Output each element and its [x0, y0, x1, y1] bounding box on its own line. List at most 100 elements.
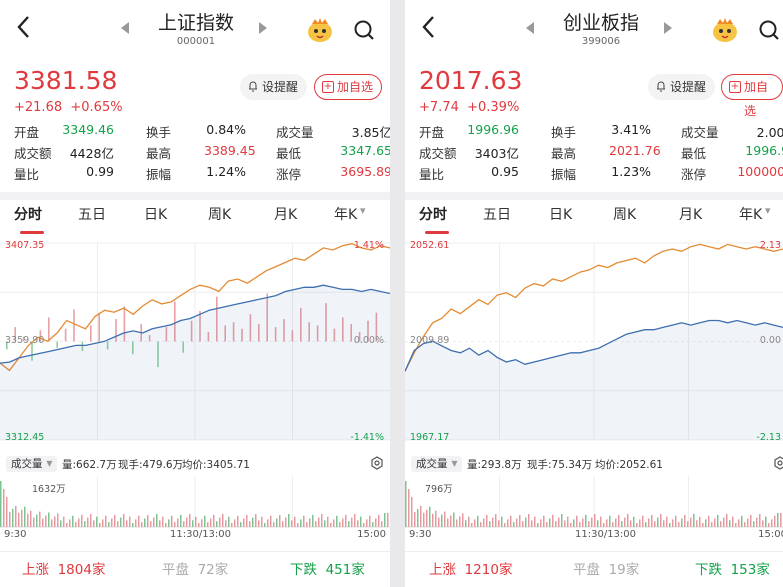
volume-bar: [282, 521, 284, 527]
sentiment-bar-up: [190, 320, 193, 342]
period-tabs: 分时 五日 日K 周K 月K 年K ▾: [0, 204, 390, 230]
stat-label: 成交额: [419, 146, 457, 161]
volume-bar: [63, 516, 65, 527]
prev-index-icon[interactable]: [526, 22, 534, 34]
stat-value: 0.99: [86, 164, 114, 179]
volume-bar: [201, 519, 203, 527]
tab-1[interactable]: 五日: [78, 207, 106, 223]
volume-bar: [483, 518, 485, 527]
volume-bar-header: 成交量 ▼ 量:293.8万 现手:75.34万 均价:2052.61: [405, 454, 783, 474]
divider: [0, 192, 390, 200]
stat-value: 2.00亿: [756, 125, 783, 140]
gear-icon[interactable]: [773, 456, 783, 470]
sentiment-bar-down: [6, 341, 8, 350]
back-icon[interactable]: [14, 14, 38, 44]
volume-bar: [618, 514, 620, 527]
volume-bar: [435, 510, 437, 527]
mascot-icon[interactable]: [306, 17, 334, 43]
volume-selector[interactable]: 成交量 ▼: [6, 456, 57, 472]
tab-3[interactable]: 周K: [208, 207, 232, 223]
volume-selector[interactable]: 成交量 ▼: [411, 456, 462, 472]
volume-bar: [774, 515, 776, 527]
volume-bar: [252, 517, 254, 527]
stat-value: 3.85亿: [351, 125, 390, 140]
volume-bar: [351, 517, 353, 527]
axis-mid-price: 2009.89: [410, 335, 450, 346]
volume-bar: [276, 518, 278, 527]
stat-value: 1.23%: [611, 164, 651, 179]
prev-index-icon[interactable]: [121, 22, 129, 34]
volume-bar: [414, 511, 416, 527]
volume-bar: [255, 514, 257, 527]
volume-bar: [519, 514, 521, 527]
intraday-chart[interactable]: [0, 235, 390, 450]
axis-top-percent: 1.41%: [353, 240, 384, 251]
tab-0[interactable]: 分时: [419, 207, 447, 223]
volume-bar: [150, 521, 152, 527]
tab-4[interactable]: 月K: [274, 207, 298, 223]
volume-avg-price: 均价:3405.71: [182, 459, 250, 471]
volume-bar: [684, 514, 686, 527]
volume-bar: [501, 516, 503, 527]
gear-icon[interactable]: [370, 456, 384, 470]
volume-bar: [309, 518, 311, 527]
tab-2[interactable]: 日K: [549, 207, 573, 223]
axis-top-percent: 2.13: [759, 240, 781, 251]
volume-bar: [726, 514, 728, 527]
sentiment-bar-down: [81, 341, 84, 352]
volume-bar: [39, 511, 41, 527]
tab-1[interactable]: 五日: [483, 207, 511, 223]
volume-bar: [735, 523, 737, 527]
search-icon[interactable]: [352, 18, 376, 42]
intraday-chart[interactable]: [405, 235, 783, 450]
volume-bar: [360, 516, 362, 527]
sentiment-bar-up: [333, 328, 336, 342]
next-index-icon[interactable]: [664, 22, 672, 34]
volume-bar: [147, 514, 149, 527]
tab-3[interactable]: 周K: [613, 207, 637, 223]
volume-bar: [732, 516, 734, 527]
sentiment-bar-up: [224, 325, 226, 342]
stat-label: 最低: [681, 146, 707, 161]
sentiment-bar-up: [216, 296, 218, 342]
breadth-flat: 平盘 19家: [573, 558, 639, 578]
volume-bar: [165, 523, 167, 527]
volume-bar: [765, 516, 767, 527]
set-reminder-button[interactable]: 设提醒: [648, 74, 716, 100]
sentiment-bar-up: [249, 314, 252, 342]
volume-bar: [741, 515, 743, 527]
search-icon[interactable]: [757, 18, 781, 42]
volume-amount: 量:293.8万: [467, 459, 522, 471]
sentiment-bar-down: [182, 341, 184, 353]
volume-bar: [468, 516, 470, 527]
volume-bar: [204, 515, 206, 527]
volume-bar: [474, 519, 476, 527]
time-start: 9:30: [4, 529, 27, 540]
mascot-icon[interactable]: [711, 17, 739, 43]
time-end: 15:00: [758, 529, 783, 540]
set-reminder-button[interactable]: 设提醒: [240, 74, 308, 100]
tab-5[interactable]: 年K: [739, 207, 763, 223]
volume-bar: [57, 513, 59, 527]
back-icon[interactable]: [419, 14, 443, 44]
price-change: +21.68 +0.65%: [14, 100, 123, 115]
tab-0[interactable]: 分时: [14, 207, 42, 223]
tab-5[interactable]: 年K: [334, 207, 358, 223]
sentiment-bar-up: [283, 319, 285, 342]
breadth-down-count: 153家: [730, 562, 770, 578]
stats-row: 开盘 1996.96 换手 3.41% 成交量 2.00亿: [419, 122, 783, 142]
tab-4[interactable]: 月K: [679, 207, 703, 223]
volume-bar: [15, 505, 17, 527]
next-index-icon[interactable]: [259, 22, 267, 34]
add-watchlist-button[interactable]: + 加自选: [721, 74, 783, 118]
add-watchlist-button[interactable]: + 加自选: [314, 74, 383, 100]
sentiment-bar-up: [207, 331, 210, 342]
tab-2[interactable]: 日K: [144, 207, 168, 223]
volume-bar: [771, 519, 773, 527]
volume-bar: [723, 517, 725, 527]
sentiment-bar-up: [350, 323, 352, 342]
sentiment-bar-up: [291, 330, 294, 342]
volume-bar: [264, 523, 266, 527]
volume-bar: [492, 517, 494, 527]
breadth-up: 上涨 1804家: [22, 558, 105, 578]
